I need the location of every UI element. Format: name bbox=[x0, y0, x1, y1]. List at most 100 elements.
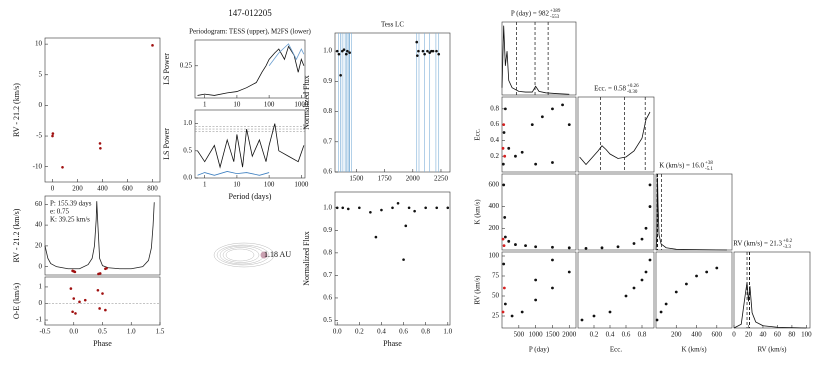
x-tick-label: 1500 bbox=[545, 331, 560, 339]
data-point bbox=[391, 206, 394, 210]
data-point bbox=[674, 290, 678, 294]
x-tick-label: 0.6 bbox=[399, 328, 408, 336]
x-tick-label: 10 bbox=[233, 181, 241, 189]
annotation: K: 39.25 km/s bbox=[50, 216, 90, 224]
x-tick-label: 1750 bbox=[378, 175, 393, 183]
data-point bbox=[632, 242, 636, 245]
data-point bbox=[640, 237, 644, 241]
panel-title: Periodogram: TESS (upper), M2FS (lower) bbox=[189, 28, 311, 36]
y-tick-label: 0.8 bbox=[323, 248, 332, 256]
data-point bbox=[151, 44, 154, 47]
x-tick-label: 20 bbox=[745, 331, 753, 339]
data-line bbox=[197, 123, 305, 169]
data-line bbox=[44, 201, 155, 270]
data-point bbox=[98, 272, 102, 275]
x-tick-label: 200 bbox=[671, 331, 682, 339]
y-tick-label: 20 bbox=[35, 242, 43, 250]
x-tick-label: 1.5 bbox=[156, 328, 165, 336]
x-tick-label: 0.5 bbox=[98, 328, 107, 336]
data-point bbox=[51, 134, 54, 138]
data-point bbox=[344, 52, 348, 56]
y-tick-label: 0.5 bbox=[323, 316, 332, 324]
data-point bbox=[624, 294, 628, 298]
data-point bbox=[501, 146, 505, 150]
y-tick-label: 1 bbox=[39, 283, 43, 291]
y-tick-label: 600 bbox=[489, 180, 500, 188]
data-point bbox=[402, 258, 405, 261]
data-point bbox=[644, 226, 648, 230]
x-tick-label: 0.2 bbox=[590, 331, 599, 339]
x-tick-label: 2250 bbox=[434, 175, 449, 183]
y-axis-label: LS Power bbox=[162, 128, 171, 160]
data-line bbox=[501, 25, 570, 95]
data-point bbox=[348, 51, 351, 54]
data-point bbox=[648, 205, 652, 208]
data-point bbox=[101, 292, 104, 295]
data-point bbox=[524, 244, 527, 248]
x-tick-label: 1000 bbox=[294, 101, 309, 109]
data-point bbox=[514, 243, 517, 246]
data-point bbox=[567, 246, 571, 250]
plot-frame bbox=[194, 109, 306, 179]
x-tick-label: 0.0 bbox=[69, 328, 78, 336]
panel-title: P (day) = 982 bbox=[511, 10, 550, 18]
title-subscript: -3.3 bbox=[783, 245, 791, 250]
x-axis-label: P (day) bbox=[529, 346, 550, 354]
data-point bbox=[446, 206, 450, 210]
x-tick-label: 0.6 bbox=[622, 331, 631, 339]
x-tick-label: 1.0 bbox=[443, 328, 452, 336]
data-point bbox=[404, 224, 408, 228]
x-tick-label: 1000 bbox=[529, 331, 544, 339]
x-tick-label: 2000 bbox=[406, 175, 421, 183]
data-point bbox=[413, 209, 416, 213]
x-tick-label: 80 bbox=[788, 331, 796, 339]
y-tick-label: 400 bbox=[489, 202, 500, 210]
data-point bbox=[507, 146, 511, 150]
title-subscript: -0.30 bbox=[627, 90, 638, 95]
plot-frame bbox=[655, 251, 733, 329]
data-point bbox=[346, 49, 349, 53]
y-tick-label: 0.8 bbox=[323, 107, 332, 115]
y-axis-label: Normalized Flux bbox=[302, 75, 311, 129]
y-tick-label: 25 bbox=[492, 312, 500, 320]
data-point bbox=[502, 262, 506, 266]
data-point bbox=[551, 107, 554, 111]
data-point bbox=[655, 318, 659, 322]
data-point bbox=[431, 49, 435, 53]
data-point bbox=[561, 103, 564, 107]
data-point bbox=[428, 51, 432, 54]
data-point bbox=[380, 208, 383, 212]
data-point bbox=[74, 312, 77, 315]
plot-frame bbox=[44, 37, 161, 183]
data-point bbox=[98, 307, 101, 310]
y-tick-label: 0.2 bbox=[490, 152, 499, 160]
x-tick-label: 40 bbox=[759, 331, 767, 339]
data-point bbox=[503, 235, 507, 239]
data-point bbox=[416, 54, 419, 57]
x-tick-label: 800 bbox=[147, 185, 158, 193]
y-tick-label: 0.7 bbox=[323, 137, 332, 145]
y-tick-label: 0 bbox=[39, 101, 43, 109]
data-point bbox=[551, 161, 554, 164]
plot-frame bbox=[334, 32, 451, 173]
x-tick-label: 0.8 bbox=[421, 328, 430, 336]
data-point bbox=[507, 239, 511, 243]
y-tick-label: 1.0 bbox=[183, 119, 192, 127]
data-point bbox=[96, 288, 100, 292]
y-tick-label: 0.25 bbox=[180, 61, 193, 69]
y-tick-label: 5 bbox=[39, 70, 43, 78]
x-tick-label: 1500 bbox=[349, 175, 364, 183]
data-point bbox=[584, 246, 588, 250]
data-point bbox=[580, 318, 584, 322]
panel-title: RV (km/s) = 21.3 bbox=[733, 240, 782, 248]
y-axis-label: RV - 21.2 (km/s) bbox=[12, 208, 21, 262]
x-tick-label: 60 bbox=[774, 331, 782, 339]
x-tick-label: 500 bbox=[514, 331, 525, 339]
data-point bbox=[503, 216, 507, 219]
x-axis-label: Period (days) bbox=[229, 192, 272, 201]
y-tick-label: 10 bbox=[35, 40, 43, 48]
y-tick-label: 0.7 bbox=[323, 271, 332, 279]
data-point bbox=[369, 210, 372, 214]
x-tick-label: 0 bbox=[732, 331, 736, 339]
x-tick-label: 0.2 bbox=[355, 328, 364, 336]
